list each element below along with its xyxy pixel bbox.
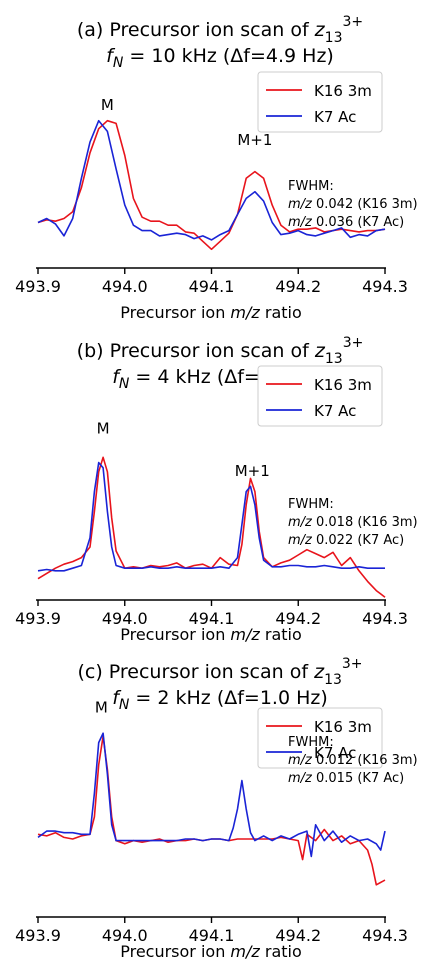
legend-label: K16 3m — [314, 376, 372, 394]
fwhm-title: FWHM: — [288, 735, 334, 750]
chart-title: (a) Precursor ion scan of z133+ — [77, 14, 363, 46]
legend-label: K16 3m — [314, 82, 372, 100]
chart-title: (c) Precursor ion scan of z133+ — [77, 656, 362, 688]
legend-label: K7 Ac — [314, 108, 356, 126]
peak-label: M — [101, 96, 114, 114]
chart-panel-c: (c) Precursor ion scan of z133+fN = 2 kH… — [15, 656, 418, 961]
chart-panel-a: (a) Precursor ion scan of z133+fN = 10 k… — [15, 14, 418, 322]
x-tick-label: 494.3 — [362, 277, 408, 296]
legend: K16 3m K7 Ac — [257, 707, 383, 769]
x-tick-label: 494.2 — [275, 277, 321, 296]
fwhm-value: m/z 0.018 (K16 3m) — [288, 515, 418, 530]
x-tick-label: 494.1 — [189, 609, 235, 628]
legend: K16 3m K7 Ac — [257, 71, 383, 133]
x-tick-label: 493.9 — [15, 926, 61, 945]
legend-label: K7 Ac — [314, 744, 356, 762]
series-line-k7-ac — [37, 732, 386, 858]
x-tick-label: 494.0 — [102, 609, 148, 628]
x-axis-label: Precursor ion m/z ratio — [120, 942, 302, 961]
peak-label: M — [95, 699, 108, 717]
x-axis-label: Precursor ion m/z ratio — [120, 303, 302, 322]
fwhm-value: m/z 0.022 (K7 Ac) — [288, 533, 404, 548]
x-tick-label: 494.3 — [362, 926, 408, 945]
peak-label: M+1 — [235, 462, 270, 480]
x-tick-label: 494.0 — [102, 926, 148, 945]
x-tick-label: 493.9 — [15, 609, 61, 628]
x-tick-label: 494.3 — [362, 609, 408, 628]
peak-label: M+1 — [237, 131, 272, 149]
fwhm-annotation: FWHM: m/z 0.018 (K16 3m) m/z 0.022 (K7 Ac) — [288, 497, 418, 548]
fwhm-value: m/z 0.012 (K16 3m) — [288, 753, 418, 768]
legend-box — [257, 365, 383, 427]
chart-title: (b) Precursor ion scan of z133+ — [77, 335, 364, 367]
peak-label: M — [97, 420, 110, 438]
x-tick-label: 493.9 — [15, 277, 61, 296]
chart-panel-b: (b) Precursor ion scan of z133+fN = 4 kH… — [15, 335, 418, 644]
x-tick-label: 494.2 — [275, 926, 321, 945]
x-tick-label: 494.2 — [275, 609, 321, 628]
legend-label: K16 3m — [314, 718, 372, 736]
series-line-k16-3m — [37, 119, 386, 251]
legend: K16 3m K7 Ac — [257, 365, 383, 427]
fwhm-value: m/z 0.042 (K16 3m) — [288, 197, 418, 212]
fwhm-title: FWHM: — [288, 179, 334, 194]
legend-label: K7 Ac — [314, 402, 356, 420]
x-axis-label: Precursor ion m/z ratio — [120, 625, 302, 644]
fwhm-title: FWHM: — [288, 497, 334, 512]
fwhm-value: m/z 0.036 (K7 Ac) — [288, 215, 404, 230]
fwhm-annotation: FWHM: m/z 0.042 (K16 3m) m/z 0.036 (K7 Ac) — [288, 179, 418, 230]
legend-box — [257, 71, 383, 133]
fwhm-value: m/z 0.015 (K7 Ac) — [288, 771, 404, 786]
chart-subtitle: fN = 10 kHz (Δf=4.9 Hz) — [106, 45, 334, 71]
x-tick-label: 494.1 — [189, 926, 235, 945]
chart-subtitle: fN = 2 kHz (Δf=1.0 Hz) — [112, 687, 328, 713]
series-line-k7-ac — [37, 119, 386, 241]
series-line-k7-ac — [37, 461, 385, 572]
legend-box — [257, 707, 383, 769]
x-tick-label: 494.1 — [189, 277, 235, 296]
x-tick-label: 494.0 — [102, 277, 148, 296]
fwhm-annotation: FWHM: m/z 0.012 (K16 3m) m/z 0.015 (K7 Ac) — [288, 735, 418, 786]
